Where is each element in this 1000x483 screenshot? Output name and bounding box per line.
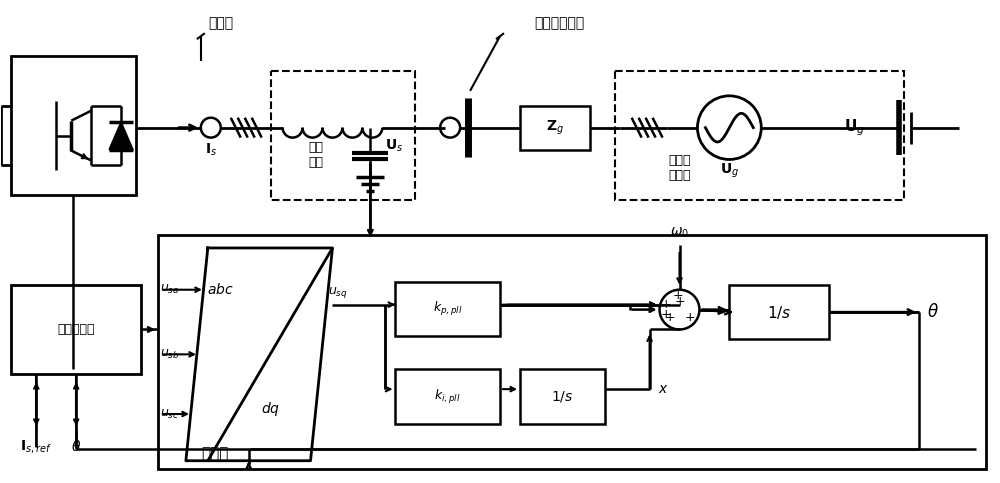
Bar [729, 285, 829, 340]
Text: $u_{sb}$: $u_{sb}$ [160, 348, 180, 361]
Bar [271, 71, 415, 200]
Bar [158, 235, 986, 469]
Text: $\mathbf{I}_s$: $\mathbf{I}_s$ [205, 142, 217, 158]
Text: $x$: $x$ [658, 382, 668, 396]
Polygon shape [109, 122, 133, 150]
Text: $k_{i,pll}$: $k_{i,pll}$ [434, 387, 461, 406]
Text: +: + [660, 298, 671, 311]
Text: $abc$: $abc$ [207, 282, 234, 297]
Text: +: + [664, 311, 675, 324]
Text: $dq$: $dq$ [261, 400, 280, 418]
Text: 交流侧并网点: 交流侧并网点 [535, 16, 585, 30]
Text: $1/s$: $1/s$ [767, 304, 791, 321]
Text: 电网等
效电路: 电网等 效电路 [668, 155, 691, 183]
Text: 滤波
电路: 滤波 电路 [308, 142, 323, 170]
Text: $\mathbf{I}_{s,ref}$: $\mathbf{I}_{s,ref}$ [20, 438, 52, 455]
Bar [11, 285, 141, 374]
Text: $\mathbf{U}_g$: $\mathbf{U}_g$ [720, 161, 739, 180]
Text: +: + [684, 311, 695, 324]
Text: 变换器: 变换器 [208, 16, 233, 30]
Bar [520, 369, 605, 424]
Text: $u_{sc}$: $u_{sc}$ [160, 408, 179, 421]
Text: 电流控制器: 电流控制器 [57, 323, 95, 336]
Polygon shape [186, 248, 332, 461]
Bar [11, 56, 136, 195]
Text: $\mathbf{U}_g$: $\mathbf{U}_g$ [844, 117, 864, 138]
Text: +: + [674, 295, 685, 308]
Text: +: + [672, 289, 683, 302]
Text: $1/s$: $1/s$ [551, 389, 574, 404]
Text: $\theta$: $\theta$ [927, 303, 939, 321]
Text: $\theta$: $\theta$ [71, 440, 81, 455]
Bar [520, 106, 590, 150]
Text: 锁相环: 锁相环 [201, 446, 228, 461]
Text: $u_{sa}$: $u_{sa}$ [160, 283, 179, 296]
Text: $u_{sq}$: $u_{sq}$ [328, 285, 347, 300]
Text: $\mathbf{Z}_g$: $\mathbf{Z}_g$ [546, 118, 564, 137]
Text: $k_{p,pll}$: $k_{p,pll}$ [433, 300, 462, 318]
Bar [615, 71, 904, 200]
Text: $\omega_0$: $\omega_0$ [670, 226, 689, 240]
Bar [395, 282, 500, 337]
Bar [395, 369, 500, 424]
Text: +: + [660, 308, 671, 321]
Text: $\mathbf{U}_s$: $\mathbf{U}_s$ [385, 138, 404, 154]
